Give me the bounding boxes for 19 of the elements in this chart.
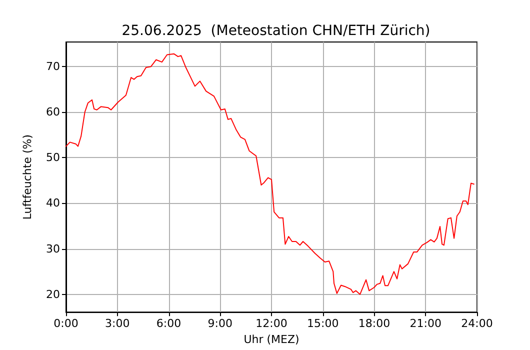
x-tick-label: 0:00 xyxy=(54,317,78,330)
chart-title: 25.06.2025 (Meteostation CHN/ETH Zürich) xyxy=(122,23,430,39)
x-tick-label: 6:00 xyxy=(156,317,182,330)
x-tick-label: 3:00 xyxy=(105,317,130,330)
x-tick-label: 18:00 xyxy=(358,317,390,330)
x-tick-label: 24:00 xyxy=(461,317,493,330)
x-axis-title: Uhr (MEZ) xyxy=(244,333,300,346)
x-tick-label: 21:00 xyxy=(410,317,442,330)
line-series xyxy=(66,53,474,295)
y-tick-label: 40 xyxy=(46,196,60,210)
y-tick-label: 60 xyxy=(46,106,60,119)
y-tick-label: 20 xyxy=(46,288,60,301)
y-tick-label: 50 xyxy=(46,151,60,164)
x-tick-label: 9:00 xyxy=(208,317,232,330)
y-tick-label: 70 xyxy=(46,60,60,74)
y-axis-title: Luftfeuchte (%) xyxy=(21,134,34,220)
x-tick-label: 12:00 xyxy=(256,317,288,330)
x-tick-label: 15:00 xyxy=(307,317,339,330)
y-tick-label: 30 xyxy=(46,242,60,256)
